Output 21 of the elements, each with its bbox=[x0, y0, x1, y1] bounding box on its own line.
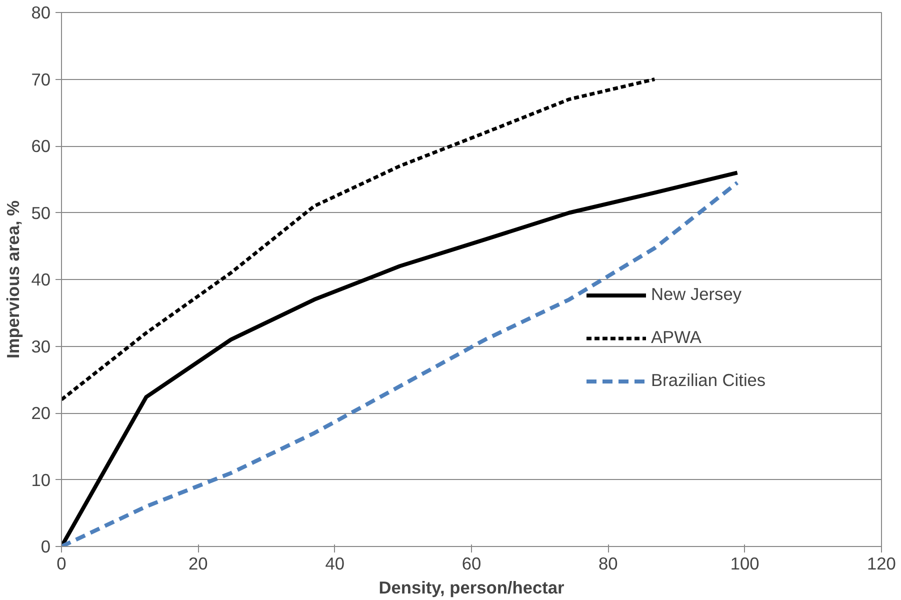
x-tick-label: 40 bbox=[325, 554, 344, 574]
y-tick-label: 50 bbox=[31, 202, 51, 223]
legend-label: Brazilian Cities bbox=[651, 370, 766, 391]
x-tick-label: 80 bbox=[598, 554, 618, 574]
x-tick-label: 0 bbox=[56, 554, 66, 574]
x-tick-label: 20 bbox=[188, 554, 208, 574]
legend-label: APWA bbox=[651, 327, 702, 348]
y-tick-label: 40 bbox=[31, 270, 51, 290]
y-tick-label: 60 bbox=[31, 136, 51, 156]
y-tick-label: 80 bbox=[31, 2, 51, 22]
y-tick-label: 10 bbox=[31, 470, 51, 490]
y-axis-title: Impervious area, % bbox=[3, 200, 24, 358]
y-tick-label: 30 bbox=[31, 336, 51, 356]
y-tick-label: 20 bbox=[31, 403, 51, 423]
y-tick-label: 0 bbox=[40, 536, 51, 556]
x-axis-title: Density, person/hectar bbox=[378, 578, 565, 598]
legend-label: New Jersey bbox=[651, 284, 742, 305]
x-tick-label: 120 bbox=[867, 554, 896, 574]
y-tick-label: 70 bbox=[31, 69, 51, 90]
x-tick-label: 60 bbox=[462, 554, 482, 574]
x-tick-label: 100 bbox=[730, 554, 760, 574]
